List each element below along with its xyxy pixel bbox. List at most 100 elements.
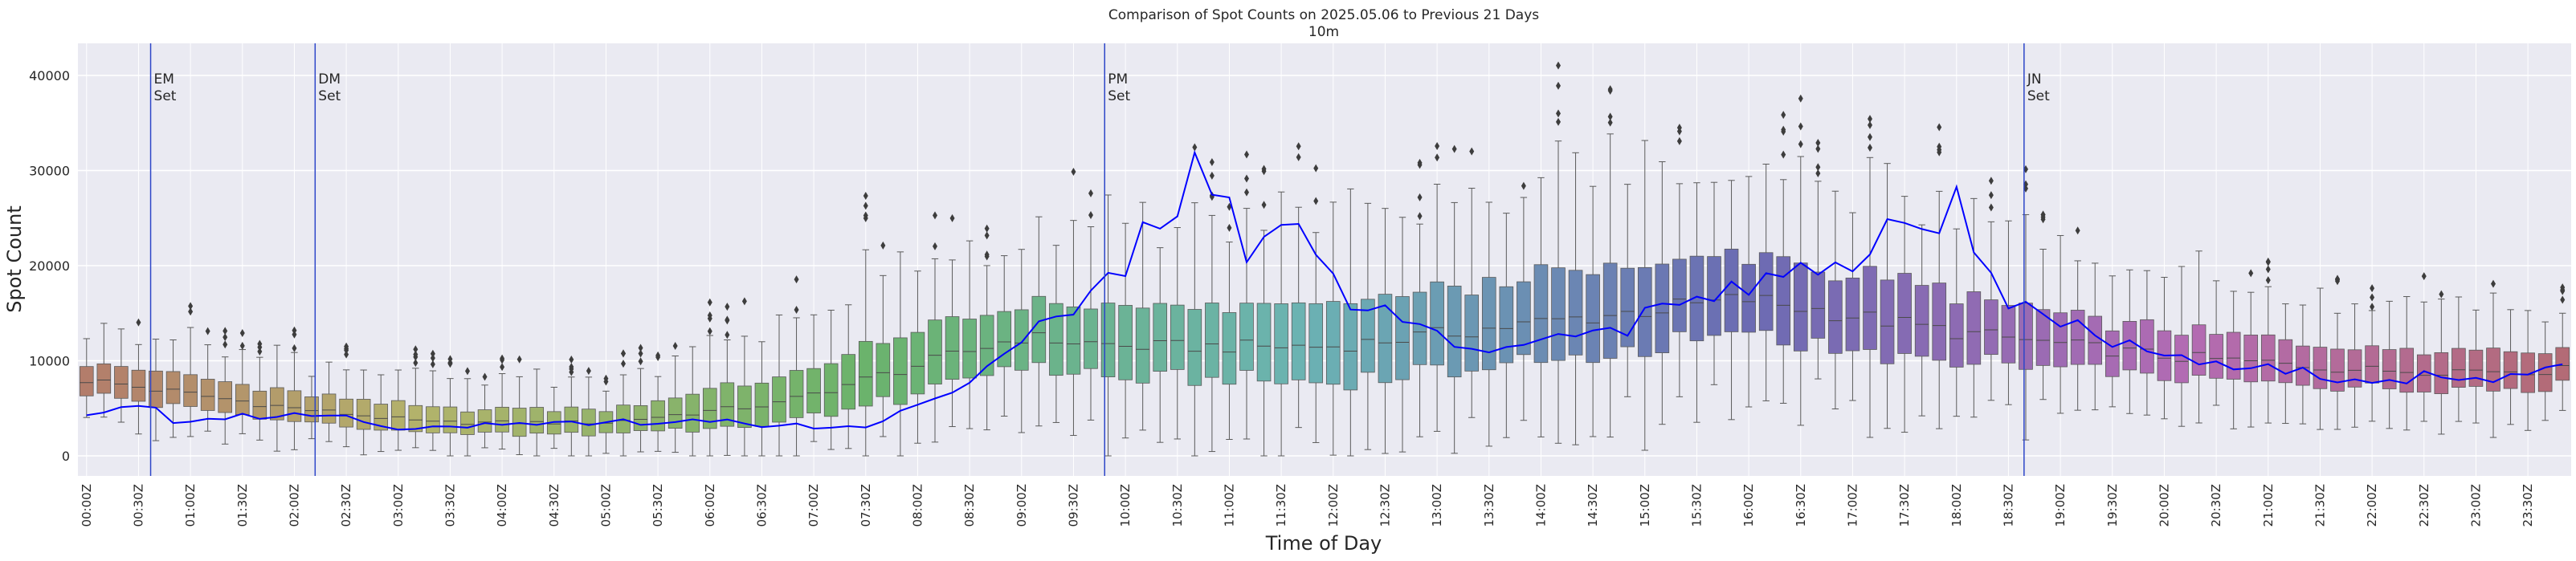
box-iqr [997,311,1012,368]
box-iqr [1551,267,1566,361]
box-iqr [910,331,925,395]
box-outlier [933,211,937,220]
box-iqr [1517,281,1531,356]
event-label-dm: DM [318,71,341,87]
box-outlier [1607,118,1613,127]
x-tick-label: 08:00Z [910,484,925,527]
box-outlier [1244,174,1249,183]
box-140 [2503,309,2518,425]
box-17 [374,374,389,453]
box-outlier [239,329,245,338]
box-outlier [1798,122,1803,131]
box-iqr [2468,349,2484,387]
box-91 [1655,161,1670,425]
box-outlier [586,367,591,376]
box-iqr [1966,291,1982,365]
box-iqr [2278,339,2293,384]
box-iqr [287,390,302,422]
box-46 [876,241,891,437]
box-outlier [222,333,228,342]
box-123 [2209,280,2223,406]
box-37 [720,303,735,456]
box-iqr [1620,267,1635,348]
x-tick-label: 15:00Z [1638,484,1652,527]
box-iqr [962,319,977,379]
box-outlier [1781,150,1786,159]
box-136 [2434,290,2449,435]
box-60 [1118,222,1133,439]
box-outlier [2439,290,2444,299]
box-iqr [1984,299,1998,356]
current-day-line [86,149,2563,431]
box-3 [131,318,146,435]
box-outlier [2421,272,2427,281]
box-outlier [569,363,574,372]
box-iqr [772,376,786,423]
event-sublabel-jn: Set [2027,88,2050,104]
box-iqr [2451,348,2466,388]
box-iqr [1845,277,1860,352]
x-tick-label: 12:30Z [1378,484,1392,527]
box-outlier [2265,265,2271,274]
x-tick-label: 07:30Z [859,484,873,527]
box-57 [1066,167,1081,437]
box-iqr [183,374,198,407]
box-24 [495,354,509,450]
box-iqr [1932,283,1947,361]
box-iqr [1274,303,1288,384]
line-layer [86,149,2563,431]
box-130 [2330,274,2345,430]
box-6 [183,302,198,437]
box-105 [1897,196,1912,433]
box-53 [997,255,1012,417]
box-iqr [2104,330,2120,377]
box-5 [165,339,181,438]
x-tick-label: 14:00Z [1533,484,1548,527]
box-outlier [880,241,886,250]
box-89 [1620,184,1635,397]
chart-subtitle: 10m [1308,24,1339,40]
y-tick-label: 30000 [29,164,70,179]
x-tick-label: 16:30Z [1794,484,1808,527]
box-iqr [114,366,129,399]
box-outlier [2248,269,2254,278]
box-outlier [1435,153,1440,162]
box-outlier [1868,132,1872,141]
x-tick-label: 00:30Z [131,484,145,527]
box-outlier [1261,165,1267,173]
box-102 [1845,212,1860,401]
box-iqr [1084,308,1098,369]
box-iqr [928,319,942,384]
box-iqr [1066,306,1081,375]
box-86 [1568,152,1583,445]
box-iqr [270,387,284,421]
box-35 [685,346,700,457]
box-outlier [1417,193,1423,201]
box-iqr [737,385,752,429]
box-45 [858,192,873,457]
box-iqr [633,404,648,431]
box-iqr [1464,295,1480,372]
box-98 [1776,111,1791,404]
box-iqr [1014,309,1029,371]
box-63 [1170,227,1185,440]
box-outlier [621,360,626,368]
box-iqr [529,407,545,434]
box-97 [1758,163,1774,401]
box-outlier [1521,181,1526,190]
x-tick-label: 06:00Z [703,484,717,527]
box-outlier [1244,150,1249,159]
box-133 [2382,300,2397,429]
box-iqr [1222,312,1237,385]
box-outlier [430,354,435,363]
box-outlier [1313,197,1319,205]
box-126 [2260,257,2276,424]
box-iqr [582,409,596,437]
box-outlier [707,327,712,335]
box-outlier [1815,169,1821,177]
box-outlier [1088,211,1093,220]
box-48 [910,270,925,444]
box-outlier [1417,161,1423,169]
box-83 [1517,181,1531,421]
box-100 [1811,138,1826,380]
